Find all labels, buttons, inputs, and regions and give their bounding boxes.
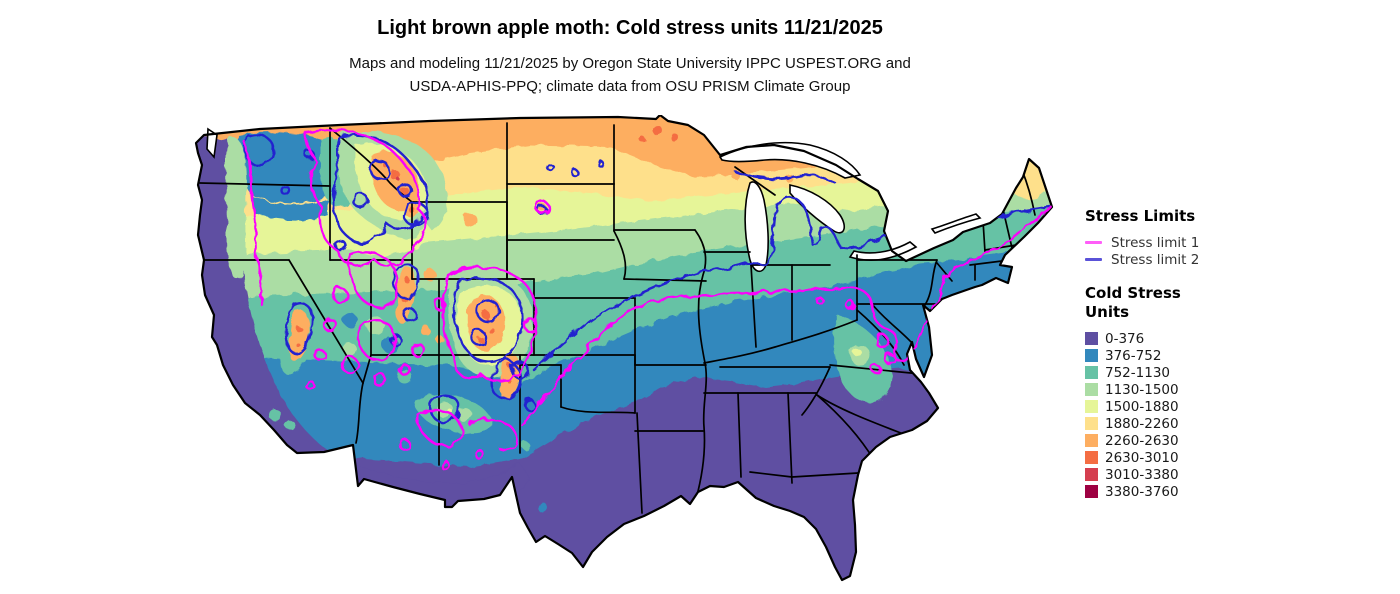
class-swatch (1085, 485, 1098, 498)
stress-limit-1-label: Stress limit 1 (1111, 234, 1200, 251)
cold-stress-units-heading: Cold Stress Units (1085, 284, 1181, 321)
us-cold-stress-map (190, 115, 1070, 594)
class-label: 3010-3380 (1105, 466, 1179, 483)
legend-class-row: 2260-2630 (1085, 432, 1275, 449)
legend-class-row: 3380-3760 (1085, 483, 1275, 500)
stress-limit-1-swatch (1085, 241, 1102, 244)
class-label: 752-1130 (1105, 364, 1170, 381)
class-label: 1880-2260 (1105, 415, 1179, 432)
subtitle: Maps and modeling 11/21/2025 by Oregon S… (190, 53, 1070, 98)
class-swatch (1085, 332, 1098, 345)
subtitle-line-2: USDA-APHIS-PPQ; climate data from OSU PR… (409, 77, 851, 95)
legend-class-row: 1130-1500 (1085, 381, 1275, 398)
stress-limit-1-line (242, 128, 1052, 471)
legend-class-row: 0-376 (1085, 330, 1275, 347)
class-swatch (1085, 349, 1098, 362)
legend-class-row: 3010-3380 (1085, 466, 1275, 483)
lake-ontario (930, 213, 982, 234)
class-swatch (1085, 417, 1098, 430)
page-title: Light brown apple moth: Cold stress unit… (377, 17, 883, 39)
specks-2630-3010-north (639, 126, 678, 142)
stress-limit-2-label: Stress limit 2 (1111, 251, 1200, 268)
class-label: 1500-1880 (1105, 398, 1179, 415)
us-outline (194, 115, 1054, 582)
stress-limits-heading: Stress Limits (1085, 207, 1196, 225)
legend-stress-limit-1: Stress limit 1 (1085, 234, 1275, 251)
class-swatch (1085, 468, 1098, 481)
class-label: 0-376 (1105, 330, 1145, 347)
legend-class-row: 2630-3010 (1085, 449, 1275, 466)
subtitle-line-1: Maps and modeling 11/21/2025 by Oregon S… (349, 55, 911, 72)
legend-class-row: 376-752 (1085, 347, 1275, 364)
legend-stress-limit-2: Stress limit 2 (1085, 251, 1275, 268)
legend-class-row: 1880-2260 (1085, 415, 1275, 432)
legend: Stress Limits Stress limit 1 Stress limi… (1085, 207, 1275, 500)
class-label: 376-752 (1105, 347, 1162, 364)
class-swatch (1085, 366, 1098, 379)
legend-class-row: 1500-1880 (1085, 398, 1275, 415)
map-svg (194, 115, 1054, 582)
class-label: 1130-1500 (1105, 381, 1179, 398)
lake-superior (718, 141, 862, 179)
class-swatch (1085, 434, 1098, 447)
class-label: 3380-3760 (1105, 483, 1179, 500)
class-swatch (1085, 400, 1098, 413)
legend-class-row: 752-1130 (1085, 364, 1275, 381)
class-label: 2260-2630 (1105, 432, 1179, 449)
stress-limit-contours (242, 128, 1052, 471)
class-swatch (1085, 383, 1098, 396)
stress-limit-2-swatch (1085, 258, 1102, 261)
class-label: 2630-3010 (1105, 449, 1179, 466)
class-swatch (1085, 451, 1098, 464)
